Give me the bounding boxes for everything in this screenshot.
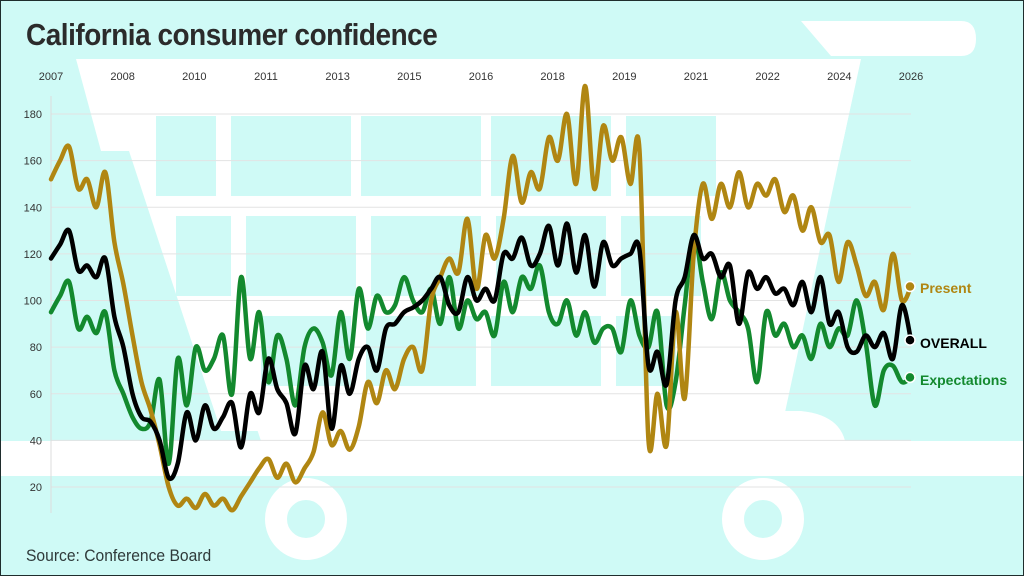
x-tick-label: 2018 xyxy=(540,71,564,83)
y-tick-label: 20 xyxy=(30,482,42,494)
x-tick-label: 2019 xyxy=(612,71,636,83)
x-tick-label: 2021 xyxy=(684,71,708,83)
x-tick-label: 2024 xyxy=(827,71,851,83)
x-tick-label: 2016 xyxy=(469,71,493,83)
y-tick-label: 120 xyxy=(24,249,42,261)
series-line-overall xyxy=(48,221,914,481)
y-tick-label: 100 xyxy=(24,296,42,308)
x-tick-label: 2022 xyxy=(755,71,779,83)
series-line-present xyxy=(48,83,914,513)
end-marker-expectations xyxy=(904,371,916,384)
series-lines xyxy=(48,83,914,513)
x-axis-ticks: 2007 2008 2010 2011 2013 2015 2016 2018 2019 2021… xyxy=(39,71,923,83)
x-tick-label: 2011 xyxy=(254,71,278,83)
x-tick-label: 2015 xyxy=(397,71,421,83)
x-tick-label: 2013 xyxy=(325,71,349,83)
x-tick-label: 2007 xyxy=(39,71,63,83)
x-tick-label: 2008 xyxy=(110,71,134,83)
y-tick-label: 60 xyxy=(30,389,42,401)
y-tick-label: 140 xyxy=(24,202,42,214)
end-marker-present xyxy=(904,280,916,293)
source-note: Source: Conference Board xyxy=(26,546,212,565)
y-tick-label: 180 xyxy=(24,109,42,121)
y-tick-label: 80 xyxy=(30,342,42,354)
legend-label-present: Present xyxy=(920,280,972,296)
y-tick-label: 40 xyxy=(30,435,42,447)
end-marker-overall xyxy=(904,334,916,346)
series-line-expectations xyxy=(48,232,914,466)
legend-label-expectations: Expectations xyxy=(920,372,1007,388)
grid-lines xyxy=(51,113,911,488)
x-tick-label: 2010 xyxy=(182,71,206,83)
y-axis-ticks: 20 40 60 80 100 120 140 160 180 xyxy=(24,109,42,494)
legend: Expectations Present OVERALL xyxy=(904,280,1007,388)
y-tick-label: 160 xyxy=(24,156,42,168)
x-tick-label: 2026 xyxy=(899,71,923,83)
legend-label-overall: OVERALL xyxy=(920,335,987,351)
chart-title: California consumer confidence xyxy=(26,17,438,52)
